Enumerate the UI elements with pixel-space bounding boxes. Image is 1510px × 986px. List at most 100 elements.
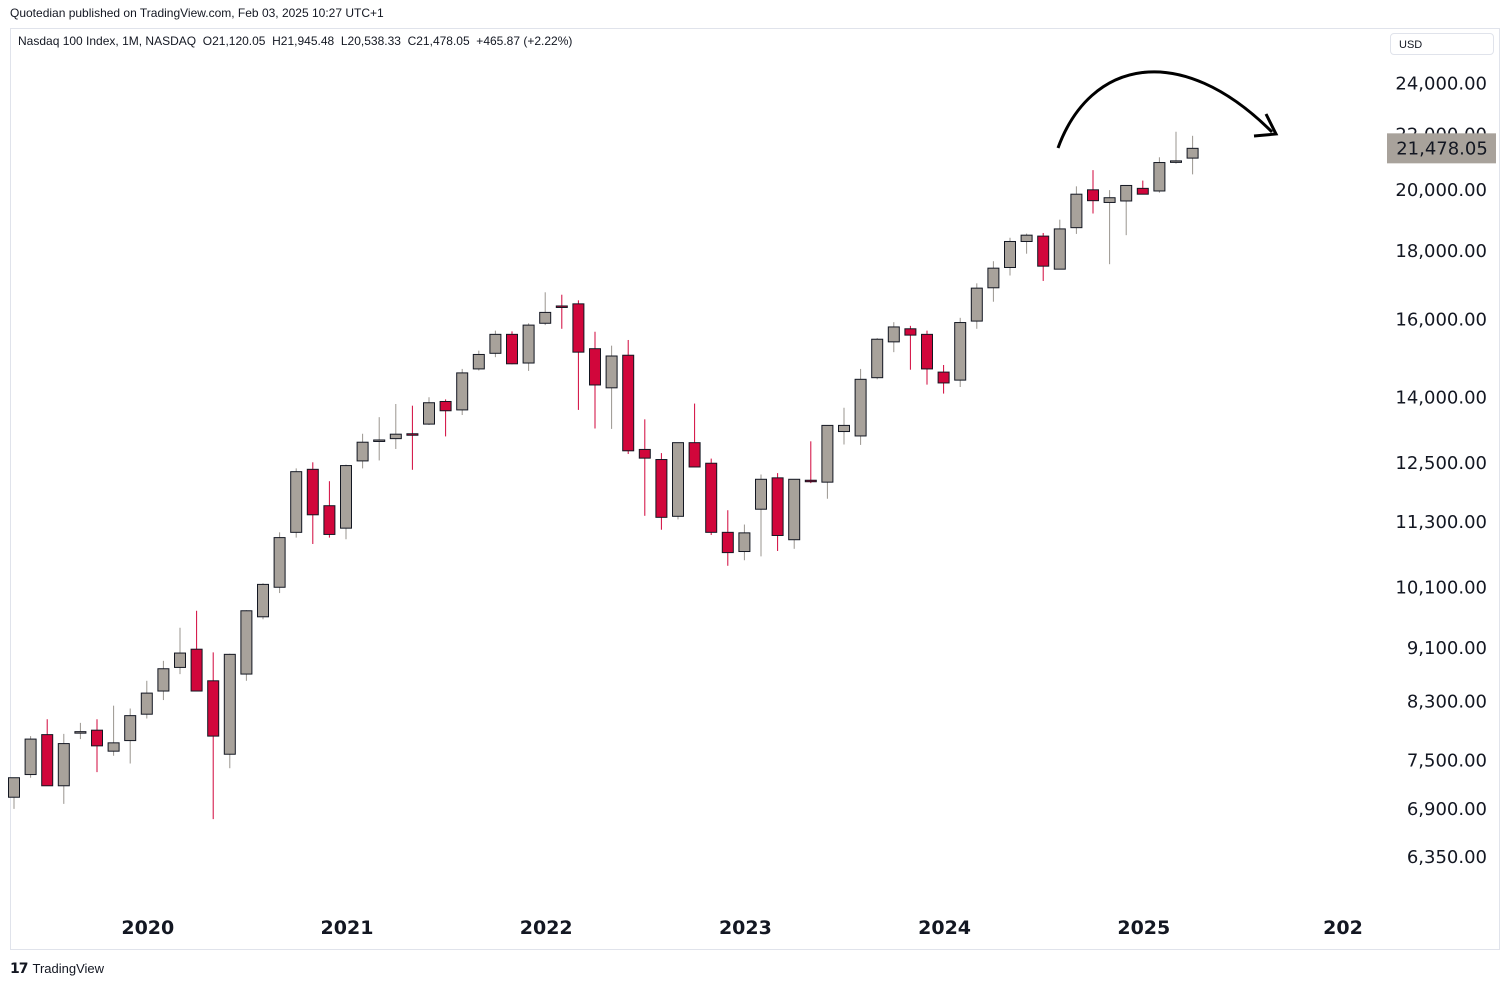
candle-body[interactable]	[871, 338, 884, 379]
candle-body[interactable]	[1020, 234, 1033, 242]
candle-body[interactable]	[1070, 193, 1083, 229]
candle-body[interactable]	[937, 371, 950, 384]
candle-body[interactable]	[306, 468, 319, 516]
candle-body[interactable]	[290, 471, 303, 533]
candle-body[interactable]	[970, 287, 983, 322]
candle-body[interactable]	[771, 477, 784, 536]
candle-body[interactable]	[622, 354, 635, 452]
candle-body[interactable]	[887, 326, 900, 343]
x-tick-label: 2024	[918, 917, 971, 939]
candle-body[interactable]	[705, 462, 718, 533]
candle-body[interactable]	[788, 478, 801, 541]
footer: 𝟭𝟳 TradingView	[10, 960, 104, 977]
candle-body[interactable]	[57, 743, 70, 787]
candle-body[interactable]	[124, 715, 137, 742]
y-tick-label: 20,000.00	[1395, 180, 1487, 201]
candle-body[interactable]	[8, 777, 20, 798]
candle-body[interactable]	[804, 479, 817, 483]
candle-body[interactable]	[489, 333, 502, 354]
candle-body[interactable]	[1087, 189, 1099, 202]
candle-body[interactable]	[439, 400, 452, 412]
y-tick-label: 12,500.00	[1395, 453, 1487, 474]
candle-body[interactable]	[472, 353, 485, 370]
candle-body[interactable]	[107, 742, 120, 752]
candle-body[interactable]	[1053, 228, 1066, 270]
candle-body[interactable]	[838, 424, 850, 433]
candle-body[interactable]	[174, 652, 186, 668]
x-tick-label: 2022	[520, 917, 573, 939]
candle-body[interactable]	[904, 328, 917, 336]
candle-body[interactable]	[373, 439, 386, 442]
y-tick-label: 11,300.00	[1395, 512, 1487, 533]
candle-body[interactable]	[854, 378, 867, 437]
last-price-label: 21,478.05	[1396, 138, 1488, 159]
candle-body[interactable]	[223, 653, 236, 755]
candle-body[interactable]	[356, 441, 369, 462]
x-tick-label: 2021	[321, 917, 374, 939]
candle-body[interactable]	[655, 459, 668, 518]
candle-body[interactable]	[638, 448, 651, 459]
y-tick-label: 24,000.00	[1395, 74, 1487, 95]
y-tick-label: 14,000.00	[1395, 387, 1487, 408]
y-tick-label: 16,000.00	[1395, 310, 1487, 331]
candle-body[interactable]	[1103, 197, 1116, 203]
candle-body[interactable]	[605, 355, 618, 389]
candle-body[interactable]	[24, 738, 37, 776]
candle-body[interactable]	[157, 668, 170, 692]
symbol-legend: Nasdaq 100 Index, 1M, NASDAQ O21,120.05 …	[18, 34, 573, 48]
y-tick-label: 7,500.00	[1407, 750, 1487, 771]
x-tick-label: 2020	[121, 917, 174, 939]
tradingview-logo-icon[interactable]: 𝟭𝟳	[10, 960, 29, 976]
candle-body[interactable]	[1037, 235, 1050, 267]
candle-body[interactable]	[406, 433, 419, 436]
candle-body[interactable]	[738, 532, 751, 553]
publish-header: Quotedian published on TradingView.com, …	[10, 6, 384, 20]
candle-body[interactable]	[140, 692, 153, 715]
candle-body[interactable]	[340, 465, 352, 529]
candle-body[interactable]	[589, 348, 601, 386]
candle-body[interactable]	[41, 734, 54, 787]
candle-body[interactable]	[207, 680, 220, 737]
y-tick-label: 6,900.00	[1407, 799, 1487, 820]
candle-body[interactable]	[721, 531, 734, 554]
candle-body[interactable]	[821, 424, 834, 483]
candle-body[interactable]	[672, 442, 684, 517]
candle-body[interactable]	[539, 311, 552, 324]
candle-body[interactable]	[506, 333, 518, 365]
candle-body[interactable]	[190, 648, 203, 692]
candle-body[interactable]	[572, 303, 585, 353]
price-axis: 6,350.00 6,900.00 7,500.00 8,300.00 9,100.00…	[1395, 74, 1487, 868]
candle-body[interactable]	[688, 442, 701, 468]
candle-body[interactable]	[1186, 147, 1199, 159]
candle-body[interactable]	[91, 729, 103, 747]
candle-body[interactable]	[74, 731, 87, 734]
last-price-tag: 21,478.05	[1387, 133, 1496, 164]
footer-brand: TradingView	[32, 961, 105, 976]
candle-body[interactable]	[755, 478, 767, 510]
candle-body[interactable]	[1153, 162, 1166, 192]
candle-body[interactable]	[456, 372, 469, 411]
time-axis: 2020 2021 2022 2023 2024 2025 202	[121, 917, 1362, 939]
x-tick-label: 202	[1323, 917, 1363, 939]
candle-body[interactable]	[1004, 240, 1016, 268]
x-tick-label: 2025	[1117, 917, 1170, 939]
arrow-head-icon	[1253, 113, 1279, 138]
candle-body[interactable]	[1170, 160, 1182, 163]
candle-body[interactable]	[555, 305, 568, 308]
candle-body[interactable]	[987, 267, 1000, 289]
currency-button[interactable]: USD	[1390, 33, 1494, 55]
candle-body[interactable]	[522, 324, 535, 364]
candle-body[interactable]	[954, 322, 967, 381]
candle-body[interactable]	[240, 610, 253, 675]
candle-body[interactable]	[1136, 187, 1149, 195]
candle-body[interactable]	[257, 583, 269, 618]
candle-body[interactable]	[921, 333, 933, 370]
candle-body[interactable]	[423, 402, 435, 425]
candle-body[interactable]	[273, 537, 286, 588]
candle-body[interactable]	[323, 505, 336, 535]
y-tick-label: 10,100.00	[1395, 577, 1487, 598]
chart-frame[interactable]	[10, 28, 1500, 950]
candle-body[interactable]	[1120, 184, 1133, 202]
candle-body[interactable]	[389, 433, 402, 440]
